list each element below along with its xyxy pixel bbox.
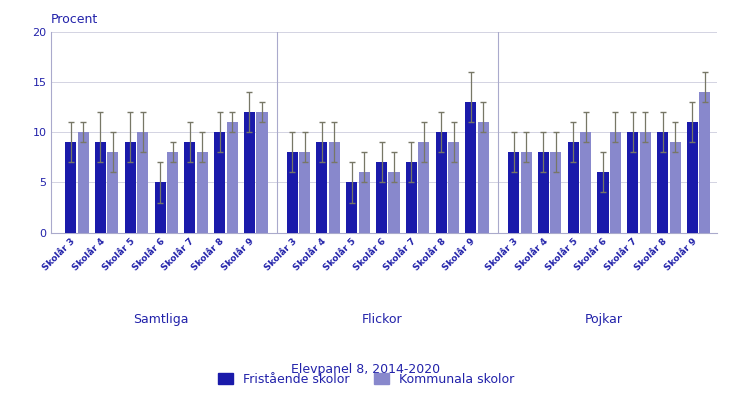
Bar — [597, 172, 608, 233]
Text: Skolår 9: Skolår 9 — [220, 237, 255, 272]
Bar — [346, 182, 357, 233]
Bar — [95, 142, 106, 233]
Bar — [687, 122, 698, 233]
Text: Skolår 6: Skolår 6 — [130, 237, 166, 272]
Bar — [184, 142, 195, 233]
Bar — [640, 132, 651, 233]
Bar — [329, 142, 340, 233]
Bar — [389, 172, 400, 233]
Bar — [359, 172, 370, 233]
Text: Skolår 4: Skolår 4 — [292, 237, 328, 272]
Bar — [550, 152, 561, 233]
Bar — [167, 152, 178, 233]
Bar — [137, 132, 149, 233]
Bar — [520, 152, 531, 233]
Bar — [108, 152, 119, 233]
Bar — [214, 132, 225, 233]
Text: Skolår 9: Skolår 9 — [663, 237, 698, 272]
Bar — [436, 132, 447, 233]
Bar — [154, 182, 165, 233]
Text: Skolår 7: Skolår 7 — [603, 237, 639, 272]
Text: Pojkar: Pojkar — [585, 313, 623, 326]
Bar — [197, 152, 208, 233]
Text: Flickor: Flickor — [362, 313, 403, 326]
Bar — [244, 112, 255, 233]
Text: Skolår 3: Skolår 3 — [41, 237, 77, 272]
Bar — [124, 142, 136, 233]
Bar — [78, 132, 89, 233]
Bar — [256, 112, 267, 233]
Bar — [699, 92, 711, 233]
Bar — [610, 132, 621, 233]
Bar — [376, 162, 387, 233]
Bar — [65, 142, 76, 233]
Bar — [538, 152, 549, 233]
Text: Skolår 6: Skolår 6 — [573, 237, 609, 272]
Text: Skolår 5: Skolår 5 — [101, 237, 136, 272]
Bar — [670, 142, 681, 233]
Text: Skolår 5: Skolår 5 — [322, 237, 358, 272]
Bar — [299, 152, 310, 233]
Text: Skolår 4: Skolår 4 — [71, 237, 107, 272]
Bar — [286, 152, 298, 233]
Bar — [478, 122, 489, 233]
Text: Skolår 3: Skolår 3 — [484, 237, 520, 272]
Text: Skolår 8: Skolår 8 — [190, 237, 226, 272]
Text: Skolår 8: Skolår 8 — [411, 237, 447, 272]
Bar — [508, 152, 519, 233]
Bar — [466, 102, 477, 233]
Text: Skolår 4: Skolår 4 — [514, 237, 550, 272]
Text: Skolår 9: Skolår 9 — [441, 237, 477, 272]
Bar — [580, 132, 591, 233]
Bar — [627, 132, 638, 233]
Legend: Fristående skolor, Kommunala skolor: Fristående skolor, Kommunala skolor — [212, 368, 520, 391]
Bar — [418, 142, 430, 233]
Text: Skolår 7: Skolår 7 — [382, 237, 417, 272]
Text: Skolår 5: Skolår 5 — [544, 237, 580, 272]
Text: Samtliga: Samtliga — [133, 313, 189, 326]
Text: Skolår 8: Skolår 8 — [633, 237, 669, 272]
Bar — [567, 142, 579, 233]
Bar — [657, 132, 668, 233]
Text: Skolår 7: Skolår 7 — [160, 237, 196, 272]
Text: Skolår 6: Skolår 6 — [352, 237, 388, 272]
Text: Skolår 3: Skolår 3 — [263, 237, 299, 272]
Bar — [406, 162, 417, 233]
Text: Procent: Procent — [51, 13, 99, 26]
Bar — [316, 142, 327, 233]
Text: Elevpanel 8, 2014-2020: Elevpanel 8, 2014-2020 — [291, 363, 441, 376]
Bar — [448, 142, 459, 233]
Bar — [227, 122, 238, 233]
